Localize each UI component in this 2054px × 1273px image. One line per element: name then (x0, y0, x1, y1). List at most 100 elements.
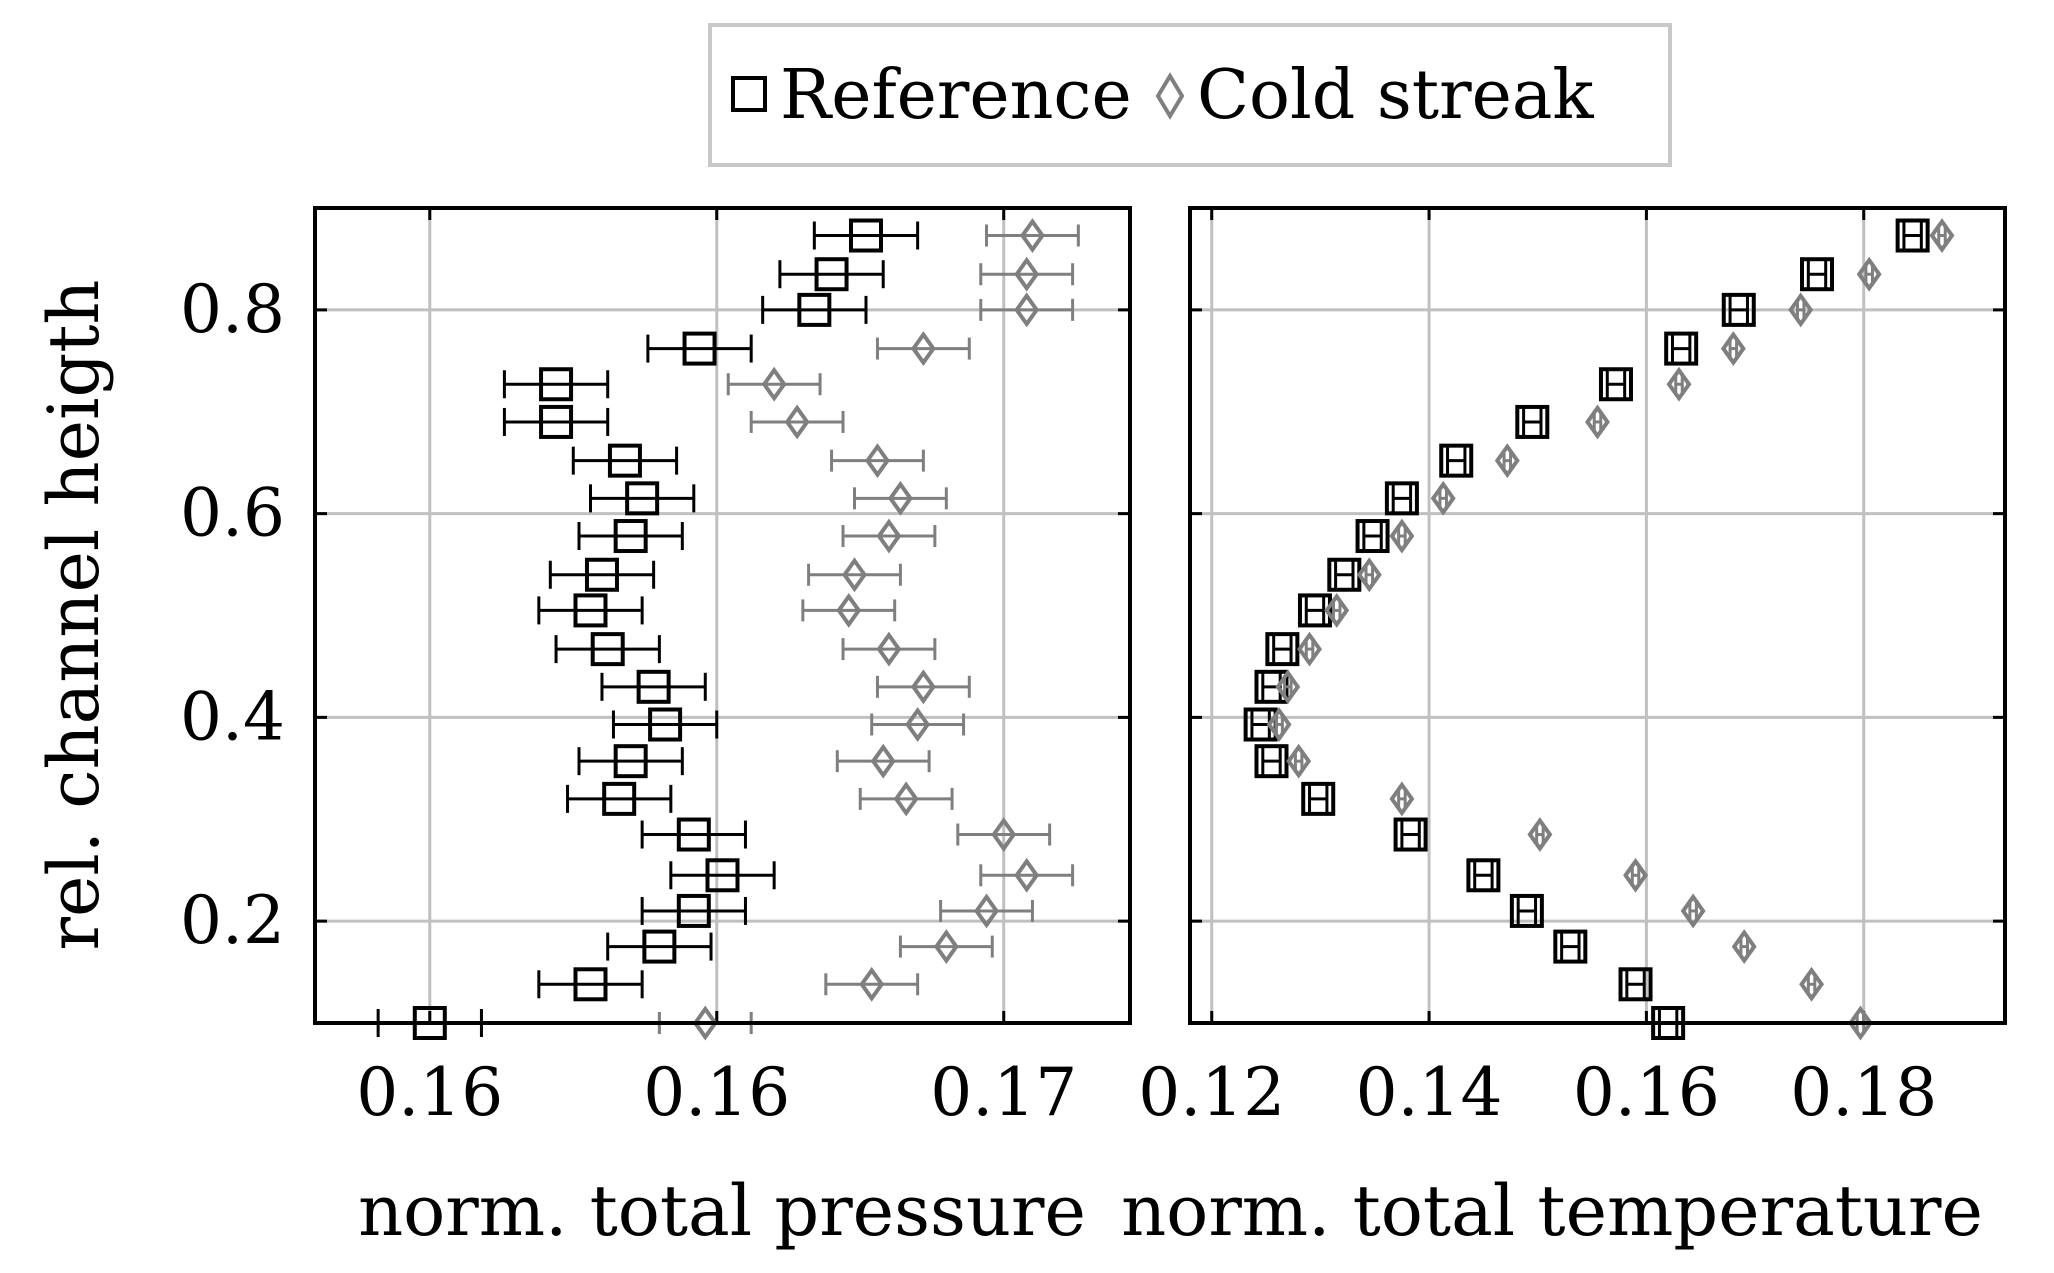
data-point-square (1515, 404, 1550, 439)
legend-label-cold-streak: Cold streak (1197, 56, 1594, 135)
data-point-diamond (1623, 857, 1648, 893)
data-point-square (1800, 257, 1835, 292)
data-point-square (1721, 292, 1756, 327)
x-axis-label-pressure: norm. total pressure (358, 1170, 1086, 1252)
data-point-square (573, 593, 608, 628)
data-point-diamond (991, 817, 1017, 852)
axes-frame-pressure (313, 206, 1132, 1025)
data-point-square (602, 781, 637, 816)
data-point-diamond (842, 557, 867, 593)
x-tick-label: 0.16 (643, 1054, 790, 1131)
data-point-square (1355, 519, 1390, 554)
data-point-square (539, 404, 574, 439)
data-point-diamond (1430, 480, 1456, 516)
data-point-square (1895, 218, 1930, 253)
panel-temperature: 0.12 0.14 0.16 0.18 norm. total temperature (1121, 206, 2007, 1252)
data-point-square (1393, 817, 1428, 852)
x-tick-label: 0.16 (1573, 1054, 1720, 1131)
data-point-square (1618, 967, 1653, 1002)
data-point-diamond (1014, 857, 1040, 893)
data-point-square (539, 367, 574, 402)
data-point-diamond (1389, 518, 1415, 554)
data-point-diamond (836, 592, 862, 628)
legend: Reference Cold streak (708, 23, 1672, 167)
data-point-diamond (859, 966, 885, 1002)
data-point-diamond (761, 366, 787, 402)
data-point-diamond (1788, 292, 1814, 328)
data-point-diamond (1929, 218, 1955, 253)
grid-temperature (1190, 208, 2005, 1023)
data-point-square (797, 292, 832, 327)
data-point-square (636, 669, 671, 704)
data-point-diamond (1585, 404, 1610, 440)
data-point-diamond (887, 480, 913, 516)
data-point-diamond (1848, 1005, 1873, 1041)
data-point-square (1598, 367, 1633, 402)
data-point-square (1509, 893, 1544, 928)
data-point-square (814, 257, 849, 292)
legend-box (708, 23, 1672, 167)
data-point-diamond (1494, 443, 1520, 479)
data-point-square (1439, 443, 1474, 478)
x-axis-label-temperature: norm. total temperature (1121, 1170, 1983, 1252)
y-tick-label: 0.2 (180, 882, 285, 959)
series-cold-streak-temperature (1266, 218, 1955, 1041)
data-point-diamond (1266, 707, 1292, 742)
data-point-diamond (1731, 929, 1757, 965)
data-point-square (1553, 929, 1588, 964)
ticks-temperature: 0.12 0.14 0.16 0.18 (1138, 208, 2005, 1131)
axes-frame-temperature (1188, 206, 2007, 1025)
data-point-diamond (893, 781, 919, 817)
data-point-diamond (1666, 366, 1692, 402)
data-point-square (613, 519, 648, 554)
ticks-pressure: 0.16 0.16 0.17 0.2 0.4 0.6 0.8 (180, 208, 1130, 1131)
data-point-diamond (910, 669, 936, 705)
x-tick-label: 0.16 (356, 1054, 503, 1131)
data-point-square (682, 331, 717, 366)
y-tick-label: 0.4 (180, 678, 285, 755)
data-point-square (573, 967, 608, 1002)
data-point-square (705, 858, 740, 893)
y-tick-label: 0.8 (180, 271, 285, 348)
data-point-diamond (1527, 817, 1553, 852)
data-point-square (642, 929, 677, 964)
data-point-square (1384, 481, 1419, 516)
x-tick-label: 0.17 (930, 1054, 1077, 1131)
data-point-diamond (1297, 631, 1322, 667)
data-point-diamond (1324, 592, 1350, 628)
data-point-square (607, 443, 642, 478)
series-cold-streak-pressure (657, 218, 1080, 1041)
data-point-diamond (1014, 256, 1040, 292)
data-point-square (613, 744, 648, 779)
x-tick-label: 0.18 (1790, 1054, 1937, 1131)
data-point-diamond (1680, 893, 1706, 929)
data-point-diamond (876, 631, 902, 667)
data-point-diamond (870, 743, 896, 779)
data-point-square (590, 632, 625, 667)
series-reference-pressure (376, 218, 920, 1040)
x-tick-label: 0.14 (1356, 1054, 1503, 1131)
data-point-diamond (1275, 669, 1301, 705)
data-point-square (625, 481, 660, 516)
data-point-diamond (1856, 256, 1882, 292)
data-point-diamond (933, 929, 959, 965)
series-reference-temperature (1243, 218, 1930, 1040)
data-point-diamond (876, 518, 902, 554)
data-point-diamond (1019, 218, 1045, 253)
y-tick-label: 0.6 (180, 475, 285, 552)
legend-square-icon (731, 76, 767, 112)
data-point-diamond (1799, 966, 1825, 1002)
legend-diamond-icon (1155, 72, 1185, 120)
legend-label-reference: Reference (780, 56, 1132, 135)
data-point-square (1297, 593, 1332, 628)
data-point-square (584, 557, 619, 592)
data-point-diamond (1014, 292, 1040, 328)
data-point-square (648, 707, 683, 742)
data-point-diamond (974, 893, 999, 929)
data-point-square (676, 817, 711, 852)
data-point-diamond (1389, 781, 1415, 817)
data-point-diamond (692, 1005, 718, 1041)
data-point-square (1664, 331, 1699, 366)
panel-pressure: 0.16 0.16 0.17 0.2 0.4 0.6 0.8 norm. total pre… (33, 206, 1132, 1252)
data-point-diamond (905, 707, 931, 742)
